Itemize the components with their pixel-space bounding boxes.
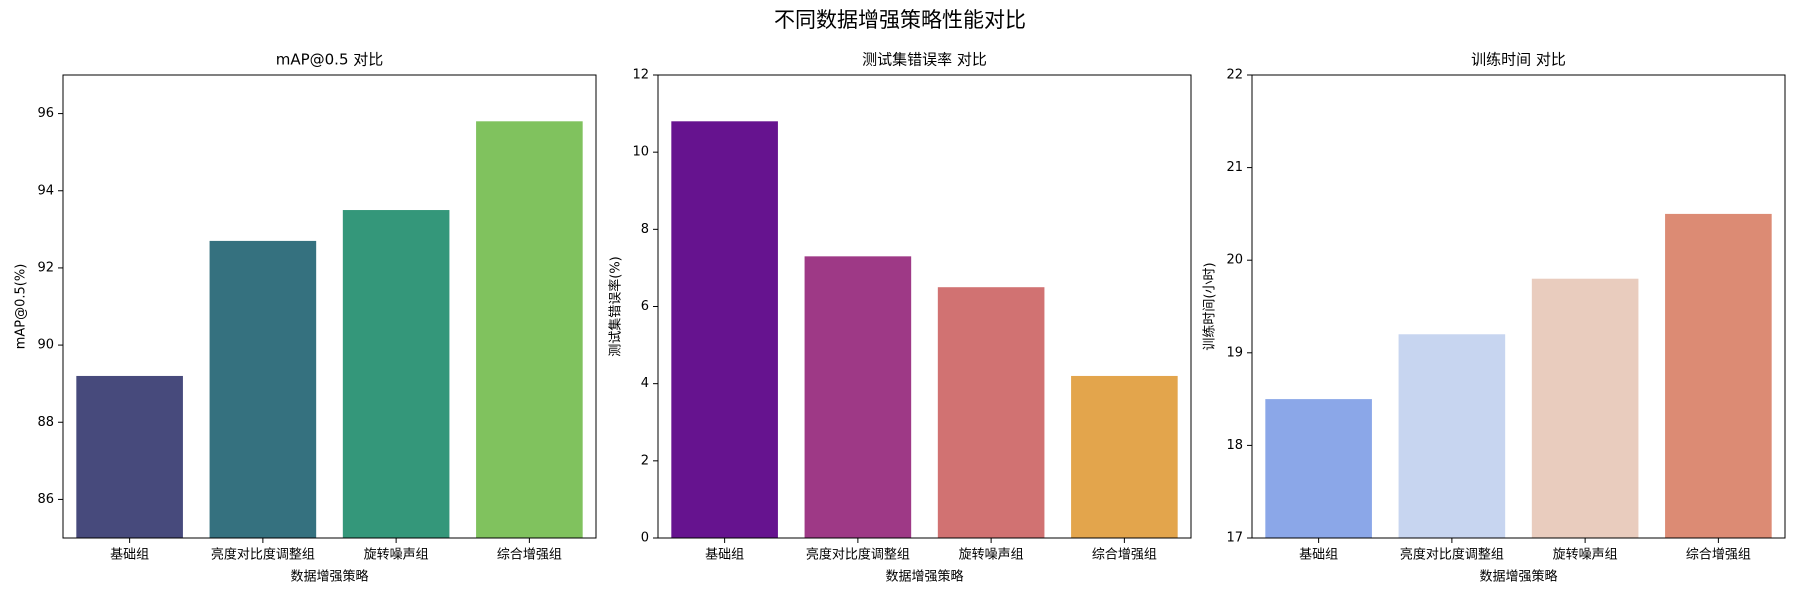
x-tick-label: 基础组 [110, 548, 149, 563]
x-tick-label: 综合增强组 [1092, 548, 1157, 563]
y-tick-label: 21 [1226, 160, 1243, 175]
y-tick-label: 94 [37, 183, 54, 198]
y-tick-label: 17 [1226, 531, 1243, 546]
x-tick-label: 综合增强组 [497, 548, 562, 563]
bar [1071, 375, 1178, 538]
y-axis-label: mAP@0.5(%) [14, 264, 29, 350]
bar [1398, 334, 1506, 538]
y-tick-label: 96 [37, 106, 54, 121]
subplot-title: mAP@0.5 对比 [276, 51, 384, 69]
bar [476, 121, 583, 539]
bar [671, 121, 778, 539]
y-tick-label: 0 [641, 531, 649, 546]
y-tick-label: 22 [1226, 68, 1243, 83]
y-tick-label: 10 [632, 145, 649, 160]
axes-frame [1251, 74, 1786, 539]
y-tick-label: 88 [37, 415, 54, 430]
x-axis-label: 数据增强策略 [1479, 569, 1557, 585]
axes-frame [657, 74, 1192, 539]
y-tick-label: 6 [641, 299, 649, 314]
figure-title: 不同数据增强策略性能对比 [774, 8, 1026, 32]
x-axis-label: 数据增强策略 [885, 569, 963, 585]
y-tick-label: 20 [1226, 253, 1243, 268]
subplot-title: 测试集错误率 对比 [862, 51, 987, 69]
y-tick-label: 4 [641, 376, 649, 391]
bar [1265, 399, 1372, 538]
bar [937, 287, 1045, 538]
y-tick-label: 92 [37, 260, 54, 275]
y-tick-label: 2 [641, 453, 649, 468]
y-axis-label: 测试集错误率(%) [608, 256, 624, 357]
bar [76, 375, 183, 538]
x-tick-label: 亮度对比度调整组 [1400, 547, 1504, 563]
x-axis-label: 数据增强策略 [290, 569, 368, 585]
y-tick-label: 12 [632, 68, 649, 83]
bar [342, 210, 450, 538]
y-tick-label: 19 [1226, 345, 1243, 360]
x-tick-label: 亮度对比度调整组 [211, 547, 315, 563]
x-tick-label: 综合增强组 [1686, 548, 1751, 563]
bar [209, 240, 317, 539]
x-tick-label: 基础组 [705, 548, 744, 563]
y-tick-label: 18 [1226, 438, 1243, 453]
y-tick-label: 8 [641, 222, 649, 237]
bar [1665, 213, 1772, 538]
y-tick-label: 90 [37, 338, 54, 353]
bar [1531, 278, 1639, 538]
x-tick-label: 旋转噪声组 [1553, 548, 1618, 563]
bar [804, 256, 912, 538]
x-tick-label: 旋转噪声组 [364, 548, 429, 563]
y-tick-label: 86 [37, 492, 54, 507]
axes-frame [62, 74, 597, 539]
y-axis-label: 训练时间(小时) [1203, 262, 1218, 350]
x-tick-label: 亮度对比度调整组 [806, 547, 910, 563]
x-tick-label: 基础组 [1299, 548, 1338, 563]
x-tick-label: 旋转噪声组 [959, 548, 1024, 563]
subplot-title: 训练时间 对比 [1471, 51, 1566, 69]
